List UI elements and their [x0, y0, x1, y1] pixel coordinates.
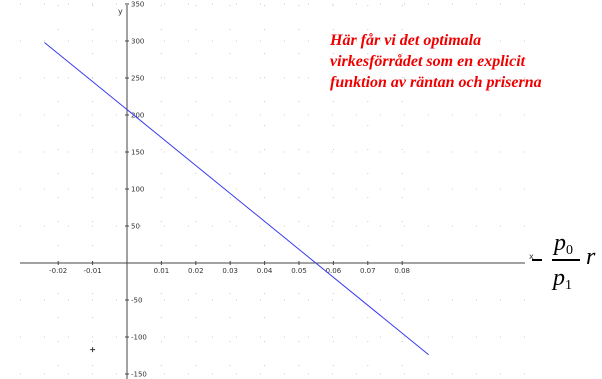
denominator-subscript: 1	[565, 278, 572, 293]
series	[44, 42, 430, 356]
x-tick-label: 0.04	[257, 267, 273, 275]
plus-marker	[90, 347, 96, 353]
y-axis-label: y	[118, 7, 123, 16]
y-tick-label: -100	[131, 334, 147, 342]
y-tick-label: 250	[131, 75, 144, 83]
slope-formula: p0 p1 r	[532, 230, 600, 310]
x-tick-label: 0.07	[360, 267, 376, 275]
data-line	[44, 42, 430, 356]
variable: r	[586, 244, 596, 270]
x-tick-label: 0.08	[394, 267, 410, 275]
numerator: p0	[554, 230, 573, 264]
y-tick-label: 100	[131, 186, 144, 194]
x-tick-label: 0.01	[154, 267, 170, 275]
annotation-line: funktion av räntan och priserna	[330, 74, 542, 91]
x-axis-label: x	[529, 252, 534, 261]
annotation-text: Här får vi det optimala virkesförrådet s…	[330, 30, 602, 93]
numerator-symbol: p	[554, 230, 566, 256]
annotation-line: Här får vi det optimala	[330, 32, 482, 49]
minus-sign	[532, 259, 542, 261]
y-tick-label: 150	[131, 149, 144, 157]
x-tick-label: 0.05	[291, 267, 307, 275]
y-tick-label: -50	[131, 297, 142, 305]
x-tick-label: 0.02	[188, 267, 204, 275]
x-tick-label: 0.06	[326, 267, 342, 275]
x-tick-label: -0.01	[84, 267, 102, 275]
y-tick-label: 200	[131, 112, 144, 120]
y-tick-label: -150	[131, 371, 147, 379]
numerator-subscript: 0	[566, 243, 573, 258]
denominator: p1	[553, 265, 572, 299]
annotation-line: virkesförrådet som en explicit	[330, 53, 526, 70]
y-ticks: 350 300 250 200 150 100 50 -50 -100 -150	[125, 1, 147, 379]
x-tick-label: 0.03	[222, 267, 238, 275]
y-tick-label: 50	[131, 223, 140, 231]
x-ticks: -0.02 -0.01 0.01 0.02 0.03 0.04 0.05 0.06 0.07 0.…	[49, 261, 410, 275]
axes	[20, 5, 525, 379]
y-tick-label: 350	[131, 1, 144, 9]
fraction-bar	[552, 259, 580, 261]
x-tick-label: -0.02	[49, 267, 67, 275]
denominator-symbol: p	[553, 265, 565, 291]
y-tick-label: 300	[131, 38, 144, 46]
